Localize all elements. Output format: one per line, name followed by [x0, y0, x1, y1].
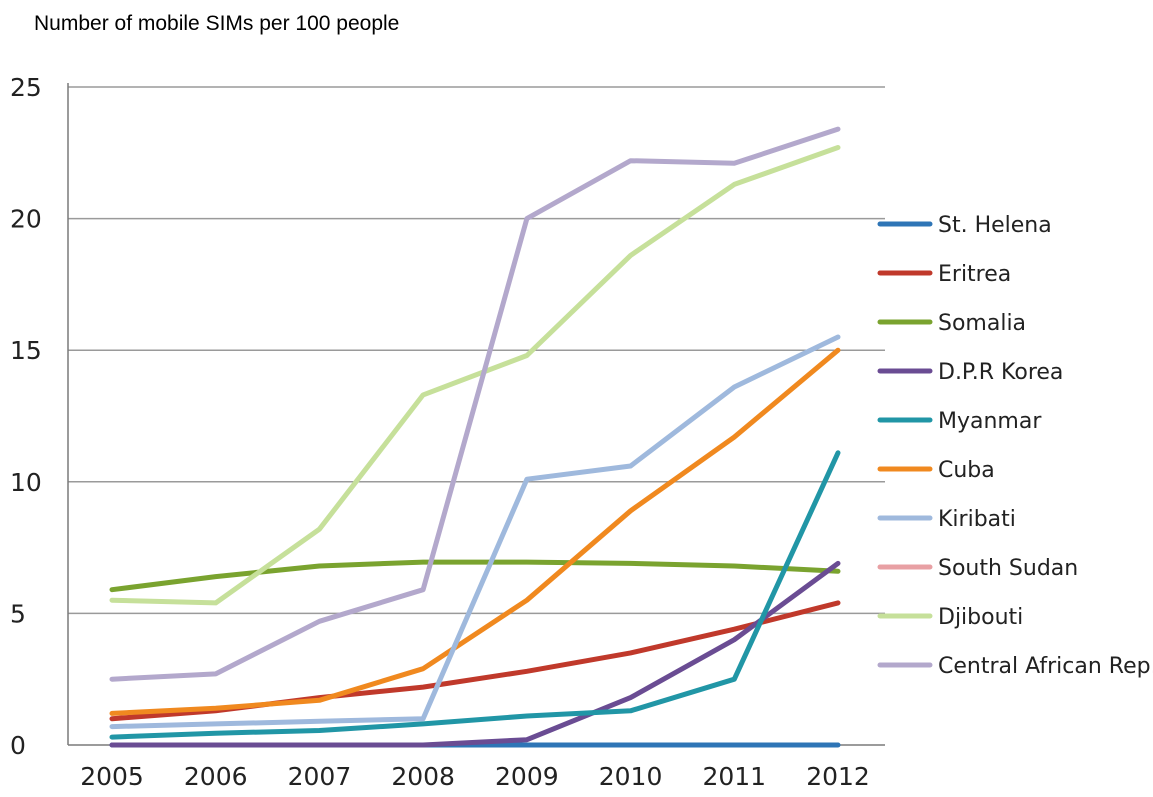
legend: St. Helena Eritrea Somalia D.P.R Korea Myanm… [877, 213, 1153, 679]
legend-label-south-sudan: South Sudan [938, 556, 1078, 581]
y-tick-label-25: 25 [10, 73, 42, 102]
chart-title: Number of mobile SIMs per 100 people [34, 12, 400, 35]
x-tick-label-2008: 2008 [391, 762, 455, 791]
y-tick-label-15: 15 [10, 336, 42, 365]
grid-lines [68, 86, 885, 615]
series-line-somalia [109, 559, 841, 593]
legend-label-djibouti: Djibouti [938, 605, 1023, 630]
x-tick-label-2006: 2006 [184, 762, 248, 791]
series-line-d-p-r-korea [109, 560, 841, 748]
legend-label-kiribati: Kiribati [938, 507, 1016, 532]
y-tick-label-20: 20 [10, 205, 42, 234]
x-tick-label-2009: 2009 [495, 762, 559, 791]
y-tick-label-10: 10 [10, 468, 42, 497]
x-tick-label-2011: 2011 [702, 762, 766, 791]
legend-label-st-helena: St. Helena [938, 213, 1052, 238]
x-tick-label-2010: 2010 [599, 762, 663, 791]
series-line-central-african-rep- [109, 126, 841, 682]
x-tick-label-2005: 2005 [80, 762, 144, 791]
series-line-djibouti [109, 145, 841, 606]
x-tick-label-2012: 2012 [806, 762, 870, 791]
legend-label-eritrea: Eritrea [938, 262, 1011, 287]
series-line-cuba [109, 347, 841, 716]
x-tick-label-2007: 2007 [288, 762, 352, 791]
series-line-myanmar [109, 450, 841, 740]
series-line-kiribati [109, 334, 841, 730]
series-line-eritrea [109, 600, 841, 722]
series-lines [109, 126, 841, 748]
y-axis-ticks: 0 5 10 15 20 25 [10, 73, 42, 760]
legend-label-myanmar: Myanmar [938, 409, 1042, 434]
x-axis-ticks: 2005 2006 2007 2008 2009 2010 2011 2012 [80, 762, 870, 791]
y-tick-label-5: 5 [10, 599, 26, 628]
legend-label-central-african-rep-: Central African Rep. [938, 654, 1153, 679]
legend-label-d-p-r-korea: D.P.R Korea [938, 360, 1063, 385]
legend-label-somalia: Somalia [938, 311, 1026, 336]
legend-label-cuba: Cuba [938, 458, 995, 483]
y-tick-label-0: 0 [10, 731, 26, 760]
